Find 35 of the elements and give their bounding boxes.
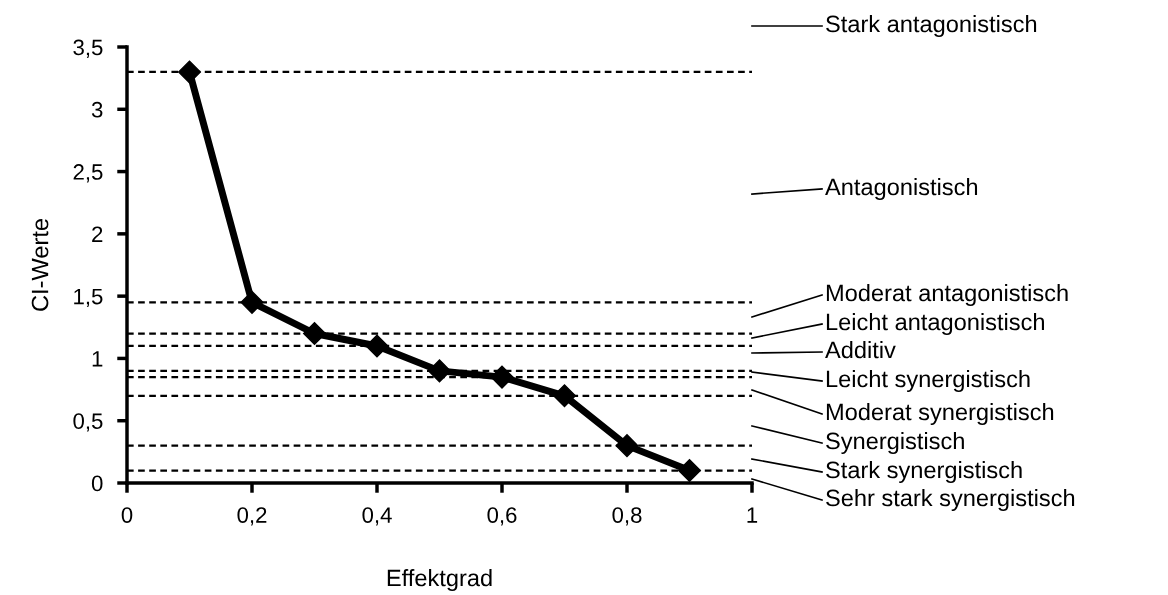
x-tick-label: 1 [747,507,758,523]
point [240,290,264,314]
y-tick-label: 0,5 [73,413,103,432]
point [428,359,451,383]
text: Stark synergistisch [826,460,1022,483]
x-tick-label: 0,4 [362,507,392,526]
text: Leicht synergistisch [826,369,1030,393]
text: Moderat antagonistisch [826,284,1068,307]
text: Antagonistisch [825,178,978,200]
point [365,334,389,358]
x-tick-label: 0 [121,507,133,523]
y-axis-title: CI-Werte [31,219,49,311]
text: Sehr stark synergistisch [826,488,1075,511]
text: Synergistisch [826,431,964,454]
y-tick-label: 2 [92,226,103,242]
y-tick-label: 1,5 [74,288,103,308]
point [490,365,514,389]
point [553,384,576,408]
x-tick-label: 0,8 [612,507,642,526]
y-tick-label: 3,5 [73,39,103,58]
x-tick-label: 0,2 [237,507,267,526]
y-tick-label: 2,5 [73,164,103,183]
text: Moderat synergistisch [826,402,1054,426]
point [178,60,201,84]
text: Leicht antagonistisch [826,312,1044,335]
point [678,459,701,483]
point [303,322,326,346]
x-axis-title: Effektgrad [387,568,492,591]
y-tick-label: 0 [91,475,103,492]
text: Additiv [825,340,896,359]
x-tick-label: 0,6 [487,507,517,526]
point [615,434,639,458]
text: Stark antagonistisch [826,15,1037,38]
y-tick-label: 3 [91,101,103,118]
y-tick-label: 1 [92,351,103,367]
